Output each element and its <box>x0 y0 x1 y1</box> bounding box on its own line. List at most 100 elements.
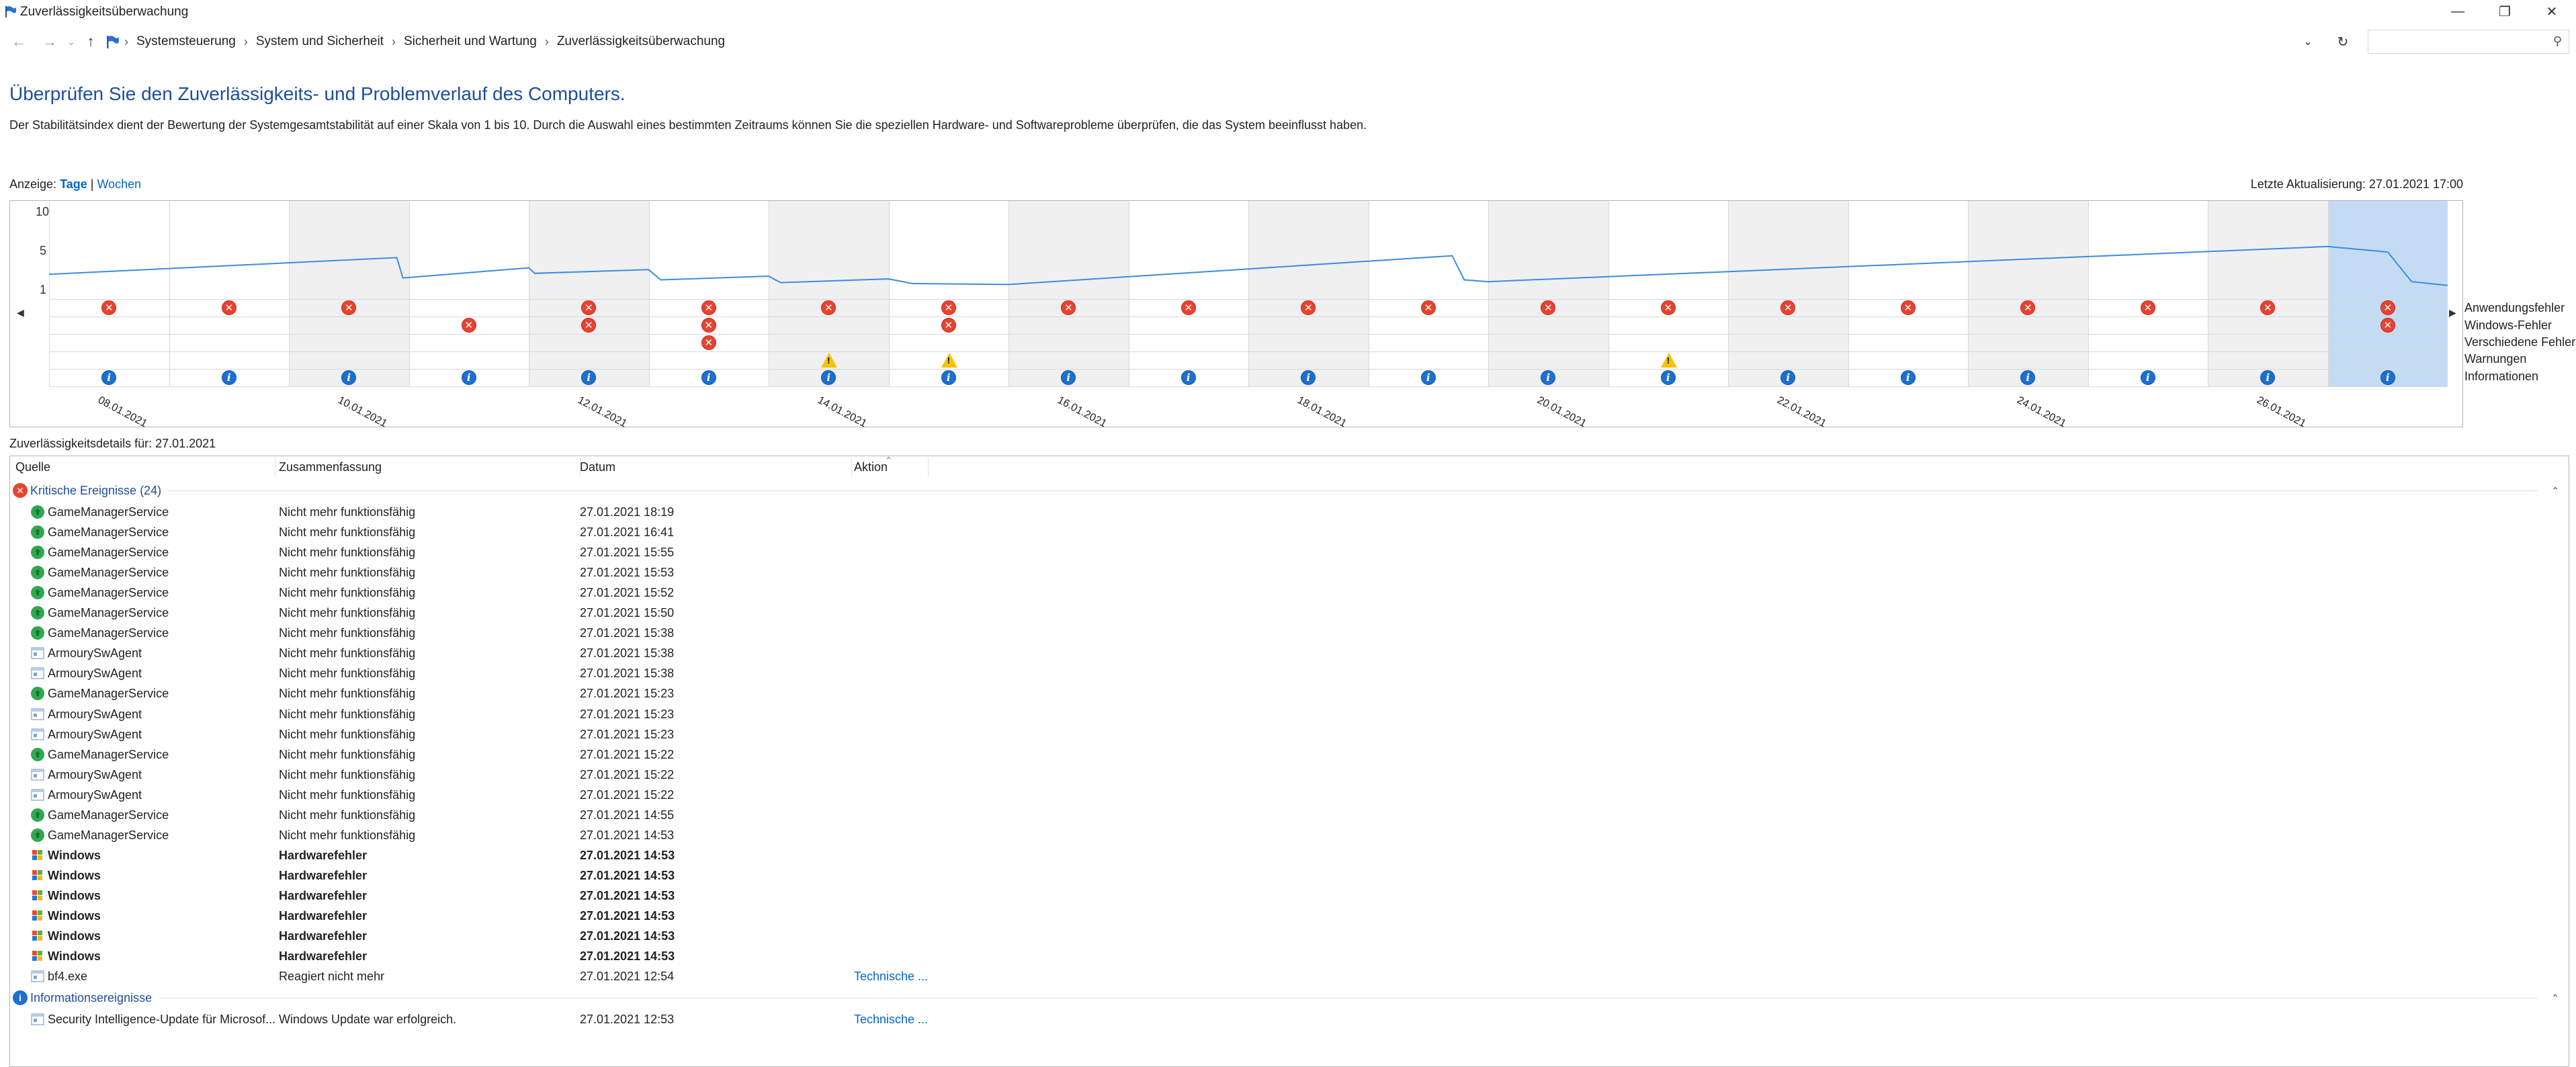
column-header-action[interactable]: Aktion <box>854 460 888 474</box>
error-marker-icon[interactable]: ✕ <box>1301 300 1316 315</box>
day-column[interactable] <box>1728 201 1848 386</box>
info-marker-icon[interactable]: i <box>341 370 357 385</box>
info-marker-icon[interactable]: i <box>1180 370 1196 385</box>
error-marker-icon[interactable]: ✕ <box>1061 300 1076 315</box>
error-marker-icon[interactable]: ✕ <box>1420 300 1436 315</box>
table-row[interactable]: GameManagerService Nicht mehr funktionsfä… <box>10 623 2563 643</box>
table-row[interactable]: GameManagerService Nicht mehr funktionsfä… <box>10 603 2563 623</box>
error-marker-icon[interactable]: ✕ <box>461 318 476 333</box>
info-marker-icon[interactable]: i <box>2380 370 2395 385</box>
info-marker-icon[interactable]: i <box>1061 370 1076 385</box>
table-row[interactable]: GameManagerService Nicht mehr funktionsfä… <box>10 562 2563 583</box>
info-marker-icon[interactable]: i <box>101 370 117 385</box>
table-row[interactable]: GameManagerService Nicht mehr funktionsfä… <box>10 542 2563 562</box>
table-row[interactable]: GameManagerService Nicht mehr funktionsfä… <box>10 825 2563 845</box>
error-marker-icon[interactable]: ✕ <box>701 318 716 333</box>
info-marker-icon[interactable]: i <box>941 370 956 385</box>
breadcrumb[interactable]: › Systemsteuerung › System und Sicherhei… <box>103 30 2321 54</box>
back-arrow-icon[interactable]: ← <box>11 33 26 50</box>
chart-scroll-left-icon[interactable]: ◀ <box>17 307 24 318</box>
up-arrow-icon[interactable]: ↑ <box>87 33 95 50</box>
error-marker-icon[interactable]: ✕ <box>101 300 117 315</box>
breadcrumb-separator[interactable]: › <box>544 34 549 48</box>
table-row[interactable]: GameManagerService Nicht mehr funktionsfä… <box>10 744 2563 765</box>
table-row[interactable]: Windows Hardwarefehler 27.01.2021 14:53 <box>10 946 2563 966</box>
error-marker-icon[interactable]: ✕ <box>701 300 716 315</box>
day-column[interactable] <box>1248 201 1369 386</box>
day-column[interactable] <box>1968 201 2088 386</box>
collapse-chevron-icon[interactable]: ⌃ <box>2551 992 2559 1003</box>
table-row[interactable]: Windows Hardwarefehler 27.01.2021 14:53 <box>10 926 2563 946</box>
table-row[interactable]: Windows Hardwarefehler 27.01.2021 14:53 <box>10 886 2563 906</box>
error-marker-icon[interactable]: ✕ <box>581 318 597 333</box>
day-column[interactable] <box>2208 201 2328 386</box>
info-marker-icon[interactable]: i <box>701 370 716 385</box>
error-marker-icon[interactable]: ✕ <box>941 318 956 333</box>
column-header-date[interactable]: Datum <box>580 460 616 474</box>
error-marker-icon[interactable]: ✕ <box>1541 300 1556 315</box>
error-marker-icon[interactable]: ✕ <box>1660 300 1676 315</box>
table-row[interactable]: ArmourySwAgent Nicht mehr funktionsfähig 2… <box>10 704 2563 724</box>
error-marker-icon[interactable]: ✕ <box>1780 300 1796 315</box>
error-marker-icon[interactable]: ✕ <box>2260 300 2276 315</box>
forward-arrow-icon[interactable]: → <box>42 33 57 50</box>
error-marker-icon[interactable]: ✕ <box>941 300 956 315</box>
stability-chart[interactable]: ◀ ▶ 10 5 1 ✕ ✕ ✕ ✕ ✕ ✕ ✕ ✕ ✕ ✕ ✕ ✕ ✕ ✕ ✕ ✕ ✕ ✕ ✕ ✕ ✕ ✕ ✕ ✕ ✕!!! i… <box>9 200 2463 430</box>
technical-details-link[interactable]: Technische ... <box>854 1013 929 1027</box>
table-row[interactable]: GameManagerService Nicht mehr funktionsfä… <box>10 805 2563 825</box>
warning-marker-icon[interactable]: ! <box>1660 353 1677 368</box>
chart-scroll-right-icon[interactable]: ▶ <box>2449 307 2456 318</box>
error-marker-icon[interactable]: ✕ <box>821 300 836 315</box>
info-marker-icon[interactable]: i <box>2140 370 2155 385</box>
breadcrumb-item-zuverlaessigkeit[interactable]: Zuverlässigkeitsüberwachung <box>556 34 726 48</box>
table-row[interactable]: Windows Hardwarefehler 27.01.2021 14:53 <box>10 845 2563 865</box>
day-column[interactable] <box>2327 201 2448 386</box>
group-information-events[interactable]: i Informationsereignisse ⌃ <box>13 989 2566 1007</box>
column-header-source[interactable]: Quelle <box>15 460 51 474</box>
info-marker-icon[interactable]: i <box>461 370 476 385</box>
error-marker-icon[interactable]: ✕ <box>1180 300 1196 315</box>
breadcrumb-separator[interactable]: › <box>243 34 248 48</box>
breadcrumb-item-systemsteuerung[interactable]: Systemsteuerung <box>136 34 236 48</box>
info-marker-icon[interactable]: i <box>1780 370 1796 385</box>
error-marker-icon[interactable]: ✕ <box>2380 300 2395 315</box>
technical-details-link[interactable]: Technische ... <box>854 970 929 984</box>
day-column[interactable] <box>1488 201 1608 386</box>
table-row[interactable]: GameManagerService Nicht mehr funktionsfä… <box>10 502 2563 522</box>
info-marker-icon[interactable]: i <box>2260 370 2276 385</box>
breadcrumb-item-system-sicherheit[interactable]: System und Sicherheit <box>255 34 384 48</box>
table-row[interactable]: Windows Hardwarefehler 27.01.2021 14:53 <box>10 865 2563 886</box>
warning-marker-icon[interactable]: ! <box>821 353 838 368</box>
table-row[interactable]: ArmourySwAgent Nicht mehr funktionsfähig 2… <box>10 765 2563 785</box>
group-critical-events[interactable]: ✕ Kritische Ereignisse (24) ⌃ <box>13 482 2566 499</box>
error-marker-icon[interactable]: ✕ <box>2140 300 2155 315</box>
table-row[interactable]: ArmourySwAgent Nicht mehr funktionsfähig 2… <box>10 785 2563 805</box>
error-marker-icon[interactable]: ✕ <box>581 300 597 315</box>
table-row[interactable]: ArmourySwAgent Nicht mehr funktionsfähig 2… <box>10 724 2563 744</box>
warning-marker-icon[interactable]: ! <box>941 353 957 368</box>
close-button[interactable]: ✕ <box>2546 4 2558 19</box>
collapse-chevron-icon[interactable]: ⌃ <box>2551 484 2559 496</box>
day-column[interactable] <box>529 201 649 386</box>
error-marker-icon[interactable]: ✕ <box>2020 300 2036 315</box>
address-dropdown-chevron-icon[interactable]: ⌄ <box>2303 36 2313 48</box>
table-row[interactable]: ArmourySwAgent Nicht mehr funktionsfähig 2… <box>10 663 2563 683</box>
day-column[interactable] <box>1008 201 1129 386</box>
table-row[interactable]: GameManagerService Nicht mehr funktionsfä… <box>10 522 2563 542</box>
info-marker-icon[interactable]: i <box>1420 370 1436 385</box>
info-marker-icon[interactable]: i <box>1660 370 1676 385</box>
refresh-icon[interactable]: ↻ <box>2337 34 2349 50</box>
breadcrumb-separator[interactable]: › <box>124 34 128 48</box>
minimize-button[interactable]: — <box>2451 3 2464 19</box>
column-header-summary[interactable]: Zusammenfassung <box>279 460 382 474</box>
breadcrumb-separator[interactable]: › <box>391 34 396 48</box>
view-days-link[interactable]: Tage <box>60 177 87 191</box>
breadcrumb-item-sicherheit-wartung[interactable]: Sicherheit und Wartung <box>403 34 537 48</box>
error-marker-icon[interactable]: ✕ <box>341 300 357 315</box>
table-row[interactable]: GameManagerService Nicht mehr funktionsfä… <box>10 683 2563 703</box>
info-marker-icon[interactable]: i <box>1900 370 1916 385</box>
error-marker-icon[interactable]: ✕ <box>2380 318 2395 333</box>
recent-locations-chevron-icon[interactable]: ⌄ <box>67 36 75 47</box>
restore-button[interactable]: ❐ <box>2499 4 2511 19</box>
table-row[interactable]: GameManagerService Nicht mehr funktionsfä… <box>10 583 2563 603</box>
